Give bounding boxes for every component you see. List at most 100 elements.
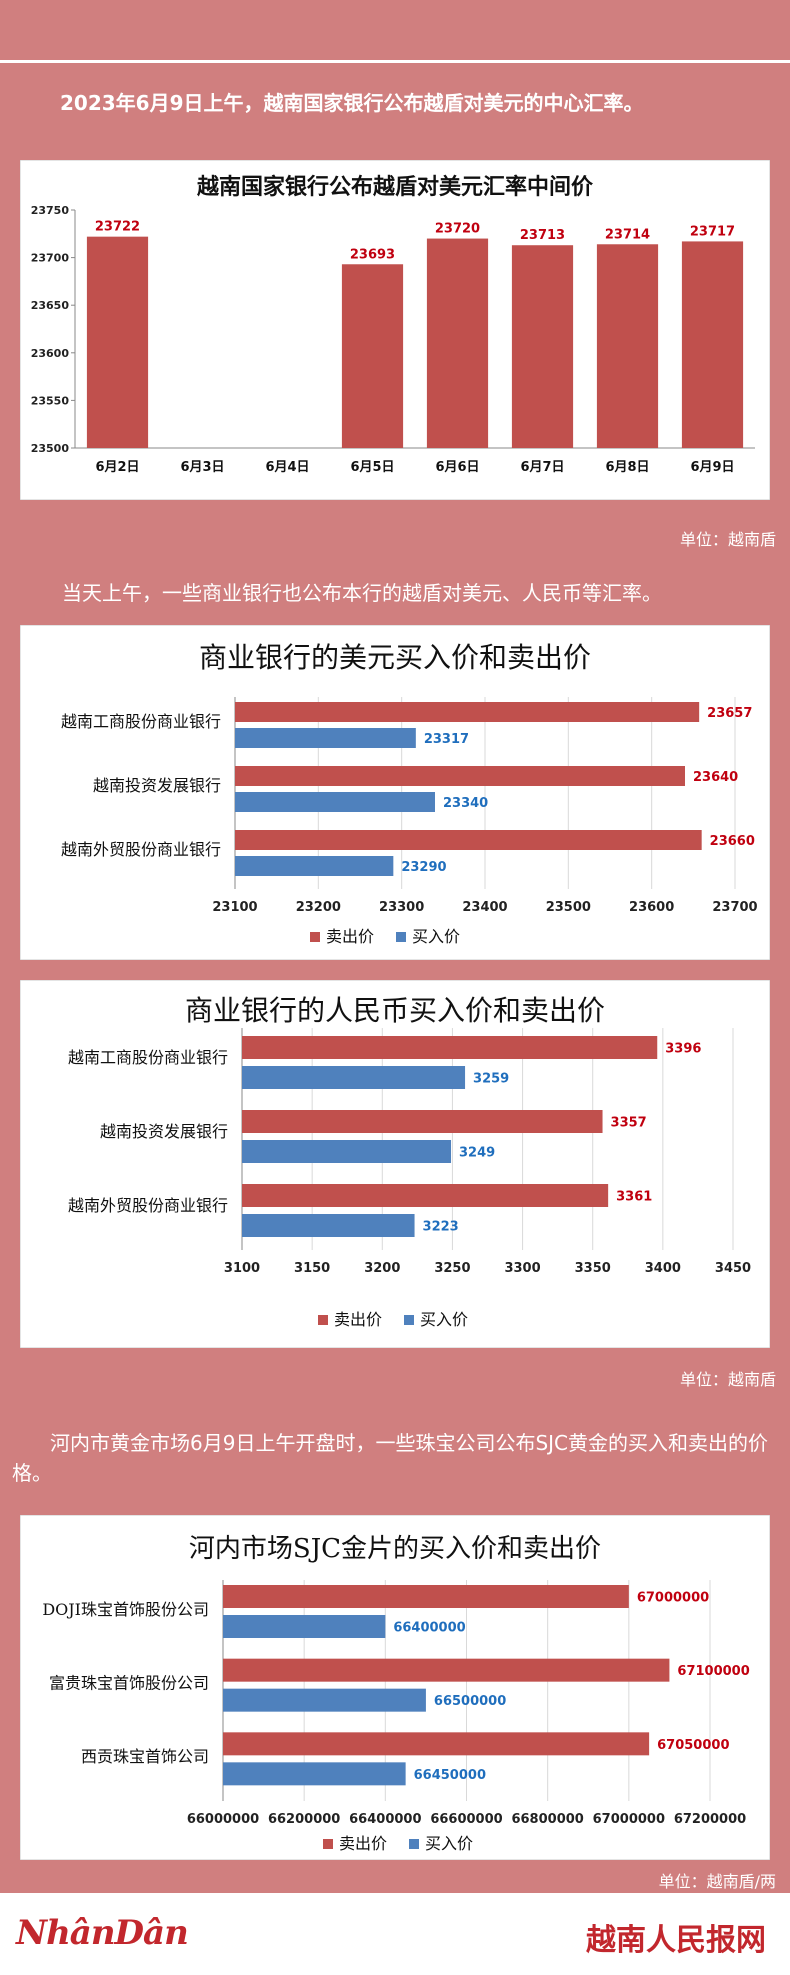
bar-sell bbox=[242, 1184, 609, 1207]
x-tick-label: 67200000 bbox=[674, 1812, 746, 1827]
data-label: 23290 bbox=[401, 860, 446, 875]
chart-title: 河内市场SJC金片的买入价和卖出价 bbox=[189, 1534, 601, 1564]
bar-buy bbox=[235, 792, 435, 812]
legend-label: 卖出价 bbox=[339, 1834, 387, 1853]
usd-bank-chart: 商业银行的美元买入价和卖出价 23100 23200 23300 23400 23500 2… bbox=[20, 625, 770, 960]
chart-panel-3: 商业银行的人民币买入价和卖出价 3100 3150 3200 3250 3300 3350 3… bbox=[20, 980, 770, 1348]
category-label: 西贡珠宝首饰公司 bbox=[81, 1747, 209, 1766]
data-label: 3361 bbox=[616, 1190, 652, 1205]
data-label: 23722 bbox=[95, 220, 140, 235]
bar-buy bbox=[223, 1615, 386, 1638]
chart-panel-1: 越南国家银行公布越盾对美元汇率中间价 23500 23550 23600 23650 23… bbox=[20, 160, 770, 500]
bar bbox=[86, 236, 149, 448]
x-tick-label: 3100 bbox=[224, 1261, 260, 1276]
bar-sell bbox=[223, 1732, 650, 1756]
x-tick-label: 23400 bbox=[462, 900, 507, 915]
category-label: 越南投资发展银行 bbox=[93, 776, 221, 795]
data-label: 23340 bbox=[443, 796, 488, 811]
bar-buy bbox=[242, 1214, 415, 1237]
chart-panel-2: 商业银行的美元买入价和卖出价 23100 23200 23300 23400 23500 2… bbox=[20, 625, 770, 960]
data-label: 23714 bbox=[605, 227, 650, 242]
x-tick-label: 6月4日 bbox=[265, 460, 309, 475]
unit-label-3: 单位：越南盾/两 bbox=[658, 1872, 776, 1891]
bar-buy bbox=[235, 728, 416, 748]
bar-buy bbox=[242, 1066, 466, 1089]
x-tick-label: 3150 bbox=[294, 1261, 330, 1276]
nhandan-logo[interactable]: NhânDân bbox=[16, 1913, 189, 1953]
x-tick-label: 6月8日 bbox=[605, 460, 649, 475]
data-label: 23717 bbox=[690, 224, 735, 239]
chart-title: 商业银行的人民币买入价和卖出价 bbox=[185, 994, 605, 1027]
bar-sell bbox=[235, 702, 700, 722]
bar bbox=[511, 245, 574, 448]
bar-sell bbox=[242, 1036, 658, 1059]
category-label: DOJI珠宝首饰股份公司 bbox=[42, 1600, 209, 1619]
data-label: 23317 bbox=[424, 732, 469, 747]
bar-sell bbox=[242, 1110, 603, 1133]
bar bbox=[426, 238, 489, 448]
legend-label: 卖出价 bbox=[334, 1310, 382, 1329]
category-label: 富贵珠宝首饰股份公司 bbox=[49, 1674, 209, 1693]
legend-label: 买入价 bbox=[425, 1834, 473, 1853]
bar-sell bbox=[223, 1585, 629, 1608]
data-label: 3357 bbox=[611, 1116, 647, 1131]
bar-sell bbox=[235, 766, 685, 786]
data-label: 23713 bbox=[520, 228, 565, 243]
legend-swatch bbox=[318, 1315, 328, 1325]
x-tick-label: 3450 bbox=[715, 1261, 751, 1276]
x-tick-label: 66600000 bbox=[430, 1812, 502, 1827]
data-label: 66500000 bbox=[434, 1694, 506, 1709]
central-rate-chart: 越南国家银行公布越盾对美元汇率中间价 23500 23550 23600 23650 23… bbox=[20, 160, 770, 500]
category-label: 越南外贸股份商业银行 bbox=[61, 840, 221, 859]
x-tick-label: 23200 bbox=[296, 900, 341, 915]
cny-bank-chart: 商业银行的人民币买入价和卖出价 3100 3150 3200 3250 3300 3350 3… bbox=[20, 980, 770, 1348]
top-divider bbox=[0, 60, 790, 63]
chart-frame bbox=[20, 980, 770, 1348]
bar bbox=[681, 241, 744, 448]
y-tick-label: 23600 bbox=[31, 347, 70, 360]
data-label: 3259 bbox=[473, 1072, 509, 1087]
x-tick-label: 23500 bbox=[546, 900, 591, 915]
data-label: 23693 bbox=[350, 247, 395, 262]
data-label: 23640 bbox=[693, 770, 738, 785]
data-label: 3223 bbox=[423, 1220, 459, 1235]
data-label: 3249 bbox=[459, 1146, 495, 1161]
legend-label: 卖出价 bbox=[326, 927, 374, 946]
x-tick-label: 23100 bbox=[212, 900, 257, 915]
legend-label: 买入价 bbox=[420, 1310, 468, 1329]
x-tick-label: 67000000 bbox=[593, 1812, 665, 1827]
data-label: 67050000 bbox=[657, 1738, 729, 1753]
x-tick-label: 66000000 bbox=[187, 1812, 259, 1827]
y-tick-label: 23500 bbox=[31, 442, 70, 455]
unit-label-2: 单位：越南盾 bbox=[679, 1370, 776, 1389]
x-tick-label: 3350 bbox=[575, 1261, 611, 1276]
data-label: 3396 bbox=[665, 1042, 701, 1057]
category-label: 越南投资发展银行 bbox=[100, 1122, 228, 1141]
x-tick-label: 3300 bbox=[504, 1261, 540, 1276]
intro-paragraph-3: 河内市黄金市场6月9日上午开盘时，一些珠宝公司公布SJC黄金的买入和卖出的价格。 bbox=[12, 1431, 769, 1485]
gold-price-chart: 河内市场SJC金片的买入价和卖出价 66000000 66200000 6640000… bbox=[20, 1515, 770, 1860]
site-name-logo[interactable]: 越南人民报网 bbox=[586, 1923, 766, 1958]
bar-sell bbox=[235, 830, 702, 850]
x-tick-label: 6月6日 bbox=[435, 460, 479, 475]
y-tick-label: 23700 bbox=[31, 252, 70, 265]
legend-label: 买入价 bbox=[412, 927, 460, 946]
unit-label-1: 单位：越南盾 bbox=[679, 530, 776, 549]
x-tick-label: 66200000 bbox=[268, 1812, 340, 1827]
data-label: 23660 bbox=[710, 834, 755, 849]
chart-panel-4: 河内市场SJC金片的买入价和卖出价 66000000 66200000 6640000… bbox=[20, 1515, 770, 1860]
data-label: 66400000 bbox=[393, 1621, 465, 1636]
x-tick-label: 3400 bbox=[645, 1261, 681, 1276]
chart-title: 越南国家银行公布越盾对美元汇率中间价 bbox=[196, 174, 594, 200]
data-label: 23657 bbox=[707, 706, 752, 721]
data-label: 67100000 bbox=[677, 1664, 749, 1679]
bar-buy bbox=[235, 856, 394, 876]
bar bbox=[596, 244, 659, 448]
category-label: 越南工商股份商业银行 bbox=[61, 712, 221, 731]
legend-swatch bbox=[404, 1315, 414, 1325]
y-tick-label: 23750 bbox=[31, 204, 70, 217]
x-tick-label: 23600 bbox=[629, 900, 674, 915]
x-tick-label: 66800000 bbox=[511, 1812, 583, 1827]
legend-swatch bbox=[310, 932, 320, 942]
chart-frame bbox=[20, 1515, 770, 1860]
